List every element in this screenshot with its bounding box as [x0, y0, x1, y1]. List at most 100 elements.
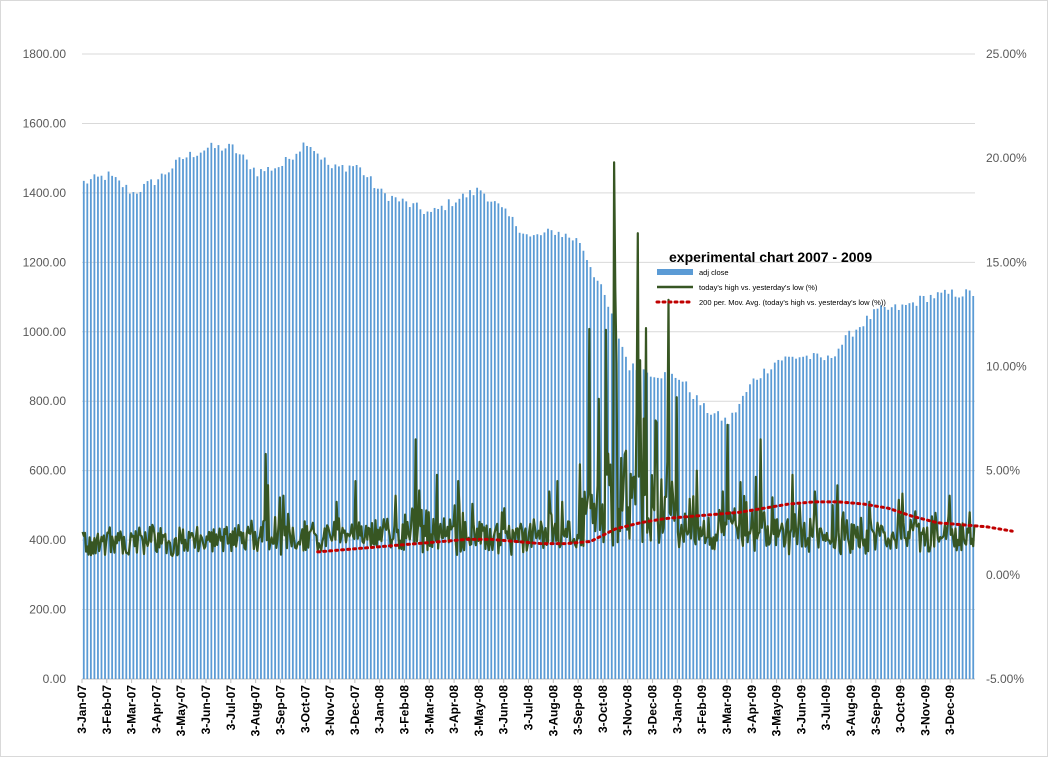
x-tick-label: 3-Jul-08 [522, 685, 536, 731]
y-left-tick-label: 200.00 [29, 603, 66, 617]
y-left-tick-label: 1000.00 [23, 325, 67, 339]
adj-close-bar [943, 289, 946, 679]
adj-close-bar [100, 175, 103, 679]
adj-close-bar [724, 417, 727, 679]
adj-close-bar [844, 335, 847, 679]
adj-close-bar [256, 176, 259, 679]
adj-close-bar [430, 211, 432, 679]
adj-close-bar [334, 164, 337, 679]
high-low-pct-line [81, 161, 976, 558]
y-right-tick-label: 10.00% [986, 360, 1027, 374]
adj-close-bar [302, 142, 305, 680]
adj-close-bar [394, 197, 397, 680]
adj-close-bars [82, 142, 975, 680]
adj-close-bar [128, 193, 131, 679]
adj-close-bar [224, 148, 227, 679]
adj-close-bar [880, 305, 882, 679]
y-right-tick-label: -5.00% [986, 672, 1024, 686]
adj-close-bar [593, 277, 595, 679]
adj-close-bar [426, 211, 429, 680]
adj-close-bar [199, 152, 202, 680]
adj-close-bar [118, 180, 121, 679]
y-left-tick-label: 0.00 [43, 672, 67, 686]
adj-close-bar [373, 188, 376, 679]
x-tick-label: 3-May-08 [472, 685, 486, 737]
adj-close-bar [167, 172, 170, 679]
adj-close-bar [157, 179, 160, 679]
adj-close-bar [876, 308, 879, 679]
adj-close-bar [320, 159, 323, 680]
adj-close-bar [150, 179, 153, 679]
adj-close-bar [178, 157, 181, 679]
adj-close-bar [387, 200, 390, 679]
x-tick-label: 3-Aug-07 [249, 685, 263, 737]
adj-close-bar [217, 145, 220, 679]
lines-layer [81, 161, 1014, 558]
adj-close-bar [887, 309, 890, 679]
x-tick-label: 3-Dec-07 [348, 685, 362, 735]
x-tick-label: 3-Jan-08 [373, 685, 387, 734]
adj-close-bar [384, 193, 386, 679]
adj-close-bar [908, 303, 911, 679]
adj-close-bar [458, 198, 461, 679]
adj-close-bar [454, 202, 457, 679]
adj-close-bar [511, 216, 514, 679]
chart-title: experimental chart 2007 - 2009 [669, 249, 872, 265]
adj-close-bar [440, 205, 443, 679]
adj-close-bar [958, 297, 960, 679]
adj-close-bar [210, 142, 213, 679]
adj-close-bar [727, 424, 730, 679]
y-left-tick-label: 1600.00 [23, 116, 67, 130]
adj-close-bar [313, 151, 316, 679]
adj-close-bar [550, 230, 553, 679]
adj-close-bar [369, 176, 372, 680]
adj-close-bar [348, 165, 351, 679]
adj-close-bar [89, 179, 92, 679]
adj-close-bar [238, 154, 241, 680]
adj-close-bar [132, 192, 135, 680]
adj-close-bar [904, 304, 907, 679]
adj-close-bar [189, 151, 191, 680]
legend-swatch-bar [657, 269, 693, 275]
adj-close-bar [660, 378, 663, 679]
x-tick-label: 3-Apr-07 [149, 685, 163, 734]
y-left-tick-label: 1800.00 [23, 47, 67, 61]
adj-close-bar [415, 202, 418, 679]
adj-close-bar [171, 168, 174, 679]
adj-close-bar [107, 171, 110, 679]
adj-close-bar [245, 159, 248, 680]
adj-close-bar [940, 292, 943, 679]
adj-close-bar [518, 232, 521, 679]
adj-close-bar [671, 373, 673, 679]
adj-close-bar [252, 167, 255, 679]
x-tick-label: 3-May-07 [174, 685, 188, 737]
adj-close-bar [571, 240, 574, 679]
adj-close-bar [483, 193, 486, 679]
adj-close-bar [699, 405, 702, 679]
adj-close-bar [419, 209, 422, 680]
x-tick-label: 3-Feb-07 [100, 685, 114, 735]
adj-close-bar [929, 294, 932, 679]
adj-close-bar [114, 177, 117, 679]
adj-close-bar [607, 306, 610, 679]
adj-close-bar [667, 373, 670, 679]
adj-close-bar [398, 201, 401, 679]
adj-close-bar [359, 167, 362, 679]
adj-close-bar [678, 379, 681, 679]
adj-close-bar [437, 209, 440, 680]
x-tick-label: 3-Nov-09 [918, 685, 932, 736]
adj-close-bar [575, 238, 578, 679]
adj-close-bar [540, 235, 542, 679]
adj-close-bar [780, 360, 783, 679]
adj-close-bar [922, 295, 925, 679]
adj-close-bar [823, 360, 826, 679]
adj-close-bar [309, 147, 312, 680]
x-tick-label: 3-Jan-09 [670, 685, 684, 734]
adj-close-bar [391, 195, 393, 679]
y-left-tick-label: 1200.00 [23, 255, 67, 269]
adj-close-bar [532, 235, 535, 680]
adj-close-bar [82, 180, 85, 680]
adj-close-bar [405, 201, 408, 679]
adj-close-bar [720, 420, 723, 679]
x-tick-label: 3-Aug-09 [844, 685, 858, 737]
